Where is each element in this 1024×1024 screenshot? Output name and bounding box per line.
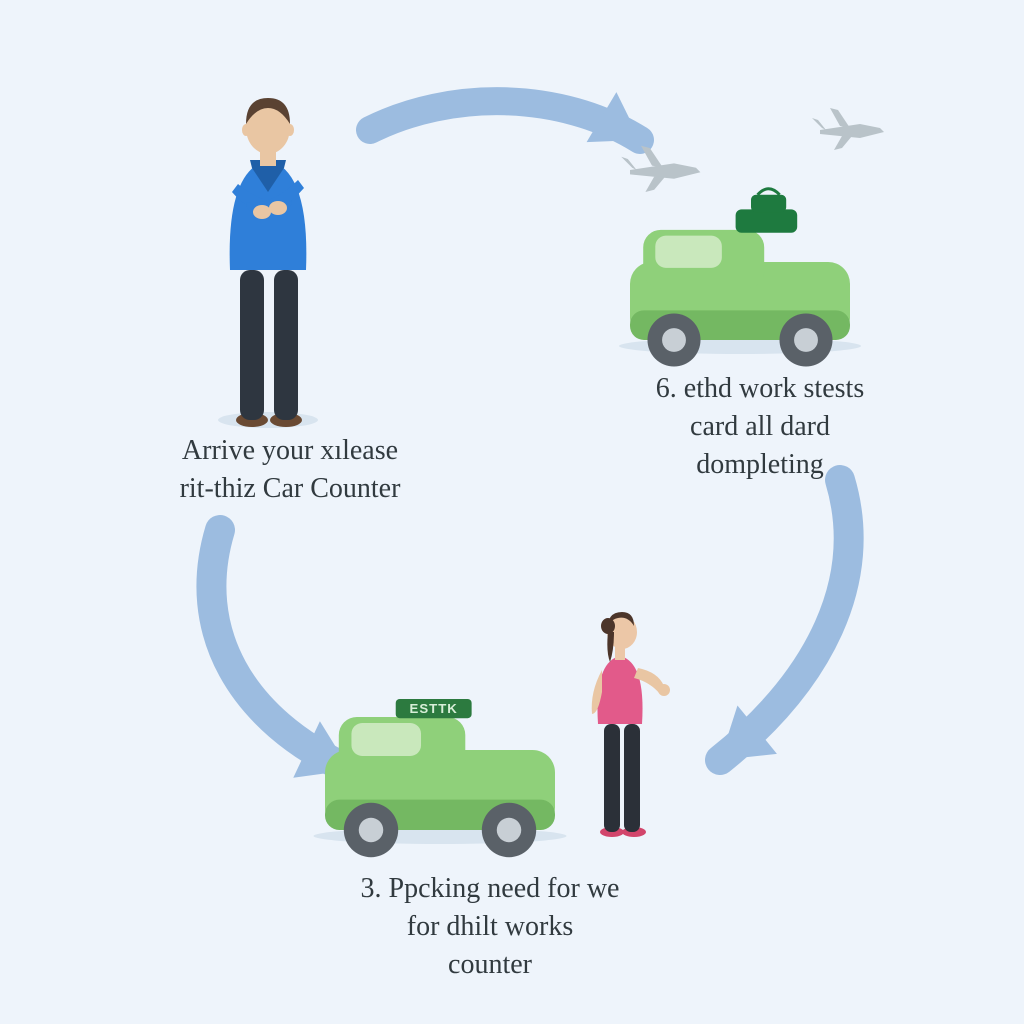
car-sign-icon: ESTTK bbox=[396, 699, 472, 718]
infographic-stage: ESTTK Arrive your xılease rit-thiz Car C… bbox=[0, 0, 1024, 1024]
svg-text:ESTTK: ESTTK bbox=[410, 701, 458, 716]
step2-caption: 6. ethd work stests card all dard domple… bbox=[610, 370, 910, 483]
step3-caption: 3. Ppcking need for we for dhilt works c… bbox=[320, 870, 660, 983]
step1-caption: Arrive your xılease rit-thiz Car Counter bbox=[150, 432, 430, 508]
